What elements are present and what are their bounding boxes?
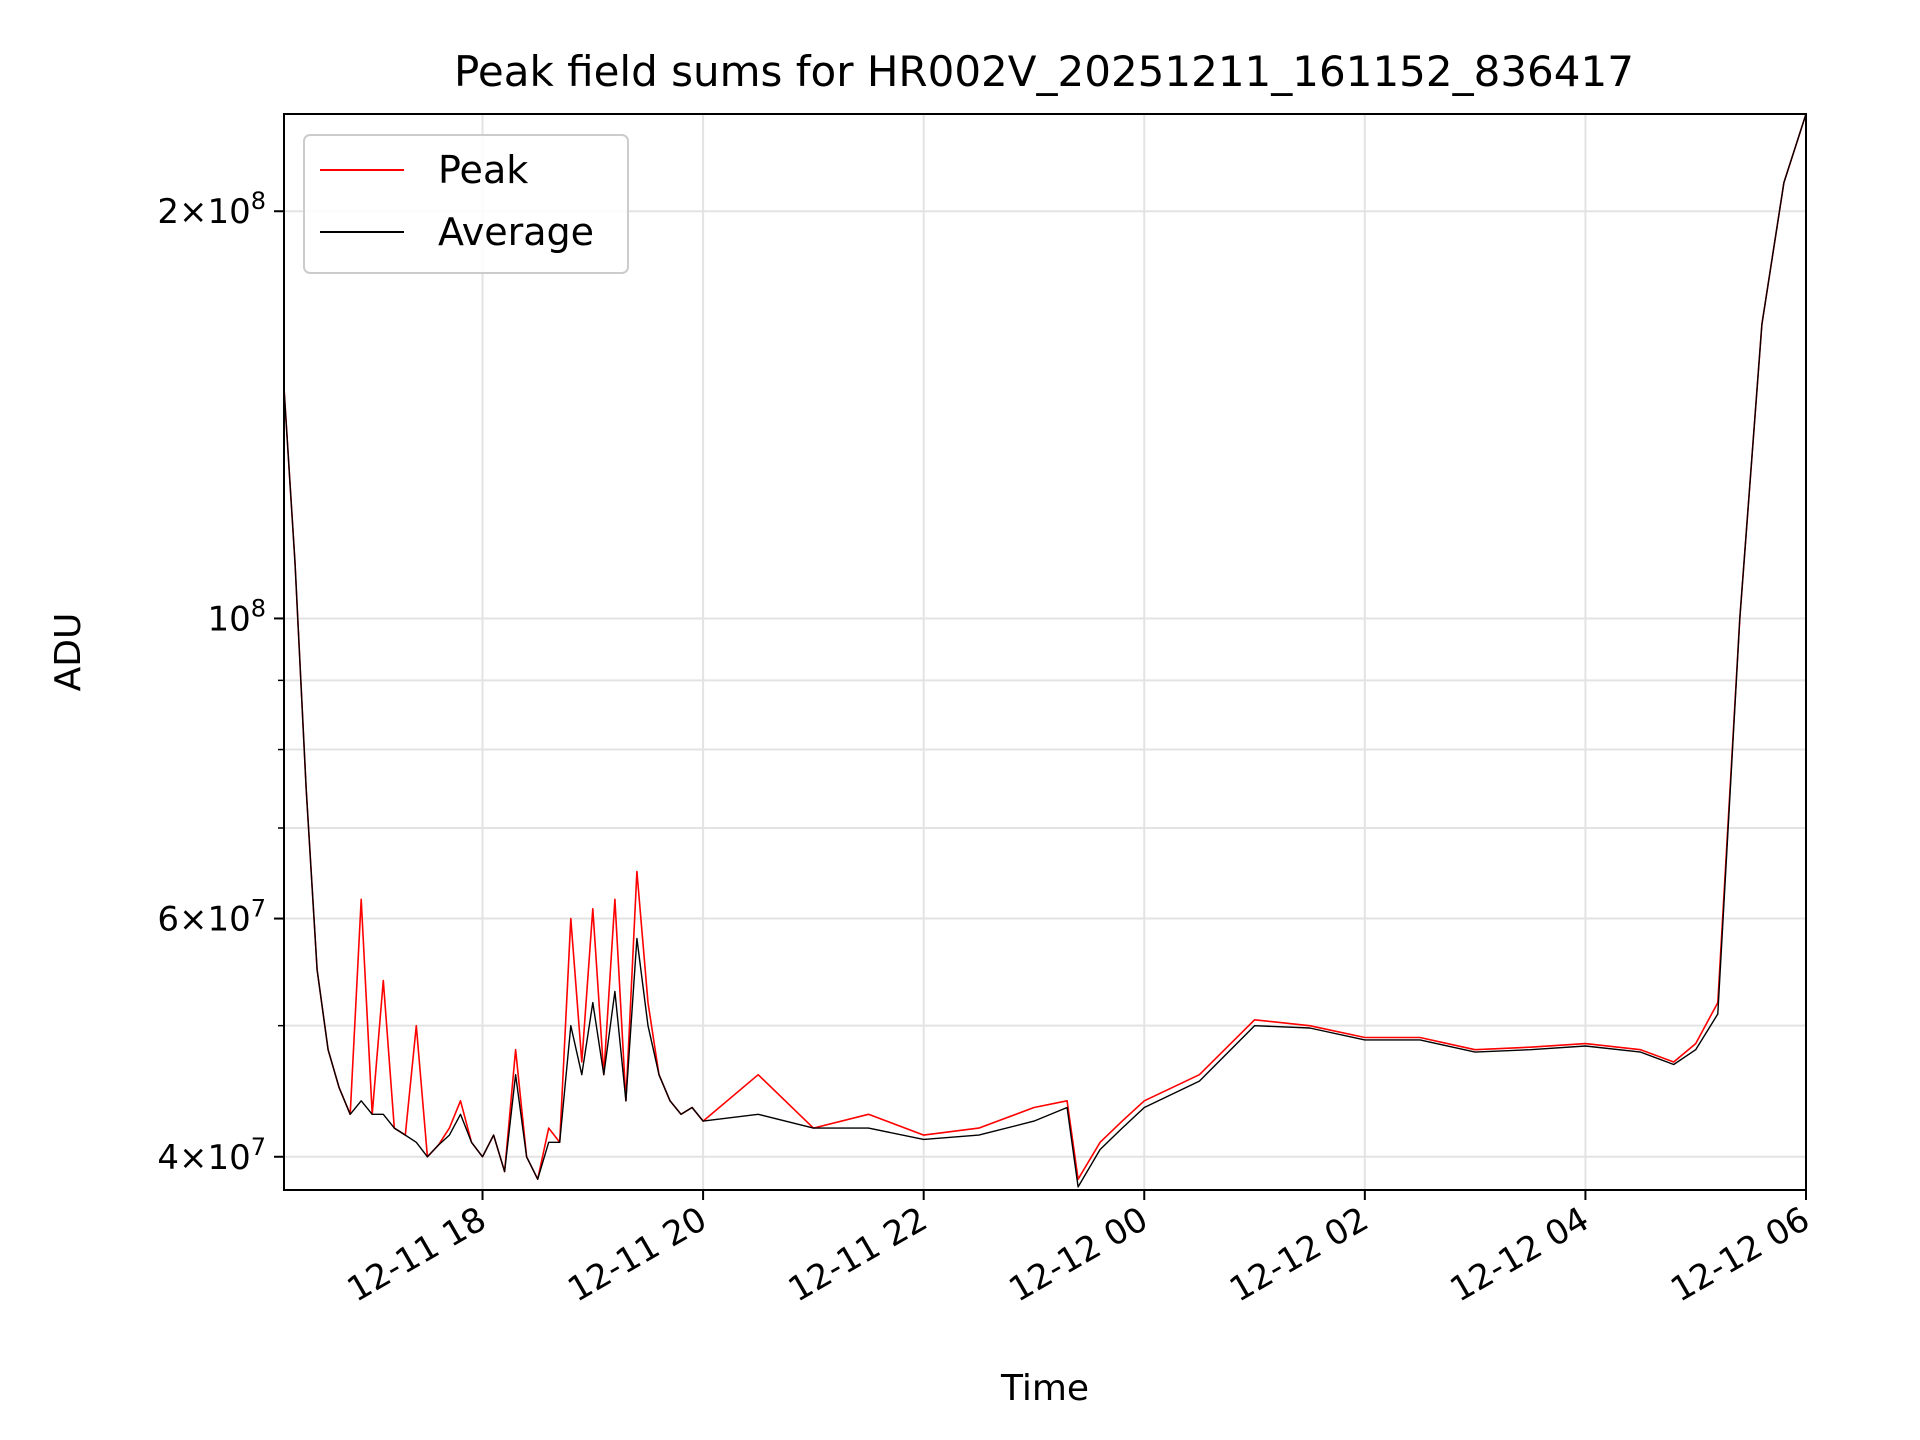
y-tick-label: 2×108	[157, 187, 266, 232]
legend-label-peak: Peak	[438, 148, 528, 192]
legend: Peak Average	[303, 134, 629, 274]
y-tick-label: 4×107	[157, 1133, 266, 1178]
y-axis-label: ADU	[48, 613, 89, 692]
plot-frame	[283, 113, 1807, 1191]
series-line-average	[283, 113, 1807, 1188]
chart-title: Peak field sums for HR002V_20251211_1611…	[454, 47, 1634, 96]
series-layer	[283, 113, 1807, 1188]
legend-label-average: Average	[438, 210, 594, 254]
y-tick-label: 6×107	[157, 895, 266, 940]
y-tick-label: 108	[207, 594, 266, 639]
x-axis-label: Time	[1000, 1368, 1089, 1409]
